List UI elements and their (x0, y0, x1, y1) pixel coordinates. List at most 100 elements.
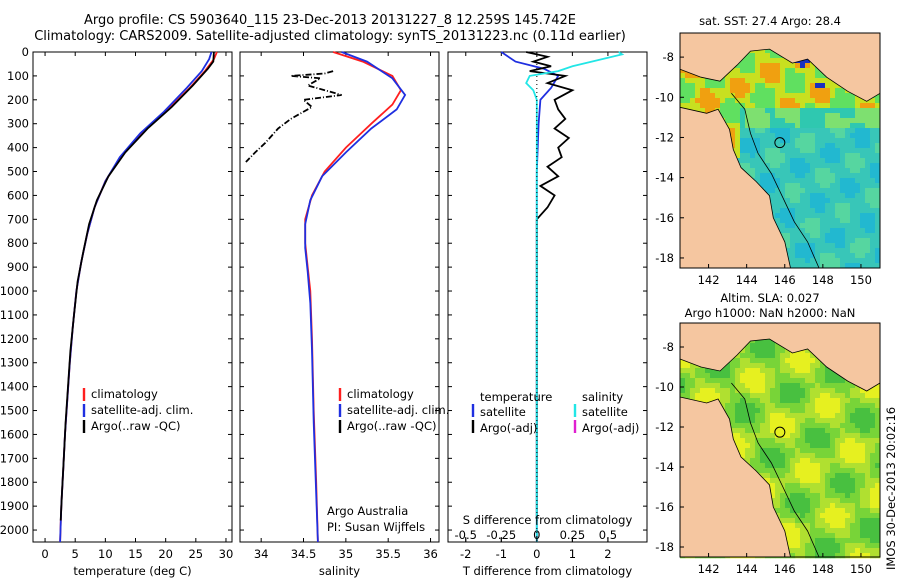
map-cell (840, 218, 846, 224)
map-cell (780, 128, 786, 134)
map-cell (825, 368, 831, 374)
map-cell (735, 383, 741, 389)
map-cell (750, 73, 756, 79)
map-cell (765, 338, 771, 344)
map-cell (740, 373, 746, 379)
map-cell (745, 123, 751, 129)
map-cell (785, 493, 791, 499)
map-cell (820, 168, 826, 174)
map-cell (765, 473, 771, 479)
map-cell (765, 468, 771, 474)
map-cell (785, 353, 791, 359)
map-cell (870, 418, 876, 424)
map-cell (800, 158, 806, 164)
map-cell (720, 93, 726, 99)
map-cell (770, 53, 776, 59)
map-cell (815, 253, 821, 259)
map-cell (815, 548, 821, 554)
map-cell (815, 423, 821, 429)
map-cell (800, 163, 806, 169)
map-cell (795, 478, 801, 484)
map-cell (820, 238, 826, 244)
map-cell (785, 148, 791, 154)
map-cell (825, 153, 831, 159)
map-cell (875, 123, 881, 129)
map-cell (875, 233, 881, 239)
map-cell (690, 368, 696, 374)
map-cell (810, 63, 816, 69)
map-cell (845, 428, 851, 434)
map-cell (765, 393, 771, 399)
map-cell (755, 108, 761, 114)
map-cell (760, 458, 766, 464)
series-line-satellite-adj-clim- (304, 51, 407, 543)
map-cell (775, 443, 781, 449)
map-cell (825, 403, 831, 409)
map-cell (805, 243, 811, 249)
map-cell (870, 153, 876, 159)
map-cell (810, 398, 816, 404)
map-cell (700, 103, 706, 109)
map-cell (755, 103, 761, 109)
map-cell (855, 198, 861, 204)
map-y-tick-label: -16 (655, 211, 674, 225)
map-cell (775, 168, 781, 174)
map-cell (825, 133, 831, 139)
map-cell (785, 503, 791, 509)
map-cell (850, 483, 856, 489)
map-cell (805, 108, 811, 114)
map-cell (780, 203, 786, 209)
map-cell (785, 473, 791, 479)
map-cell (770, 123, 776, 129)
map-cell (800, 203, 806, 209)
map-cell (820, 453, 826, 459)
map-cell (780, 113, 786, 119)
map-cell (795, 73, 801, 79)
map-cell (850, 128, 856, 134)
map-cell (770, 483, 776, 489)
map-cell (860, 538, 866, 544)
map-cell (860, 208, 866, 214)
map-cell (835, 83, 841, 89)
map-cell (790, 513, 796, 519)
map-cell (845, 243, 851, 249)
map-cell (790, 93, 796, 99)
map-cell (825, 518, 831, 524)
map-y-tick-label: -16 (655, 500, 674, 514)
map-cell (775, 203, 781, 209)
map-cell (845, 228, 851, 234)
map-cell (735, 68, 741, 74)
map-cell (825, 533, 831, 539)
map-cell (875, 448, 881, 454)
map-cell (870, 118, 876, 124)
map-cell (850, 538, 856, 544)
map-cell (705, 98, 711, 104)
map-cell (870, 528, 876, 534)
map-cell (850, 403, 856, 409)
map-cell (795, 398, 801, 404)
map-cell (790, 483, 796, 489)
map-cell (805, 483, 811, 489)
map-cell (810, 148, 816, 154)
map-cell (820, 413, 826, 419)
map-cell (825, 88, 831, 94)
map-cell (815, 103, 821, 109)
map-cell (760, 153, 766, 159)
map-cell (785, 103, 791, 109)
map-cell (795, 108, 801, 114)
map-cell (800, 88, 806, 94)
map-cell (730, 68, 736, 74)
map-cell (800, 63, 806, 69)
map-cell (850, 143, 856, 149)
map-cell (860, 113, 866, 119)
map-cell (755, 178, 761, 184)
map-cell (830, 388, 836, 394)
map-cell (730, 88, 736, 94)
map-cell (750, 103, 756, 109)
map-cell (810, 78, 816, 84)
map-cell (810, 403, 816, 409)
map-cell (755, 458, 761, 464)
map-cell (745, 73, 751, 79)
map-cell (860, 243, 866, 249)
map-cell (765, 108, 771, 114)
